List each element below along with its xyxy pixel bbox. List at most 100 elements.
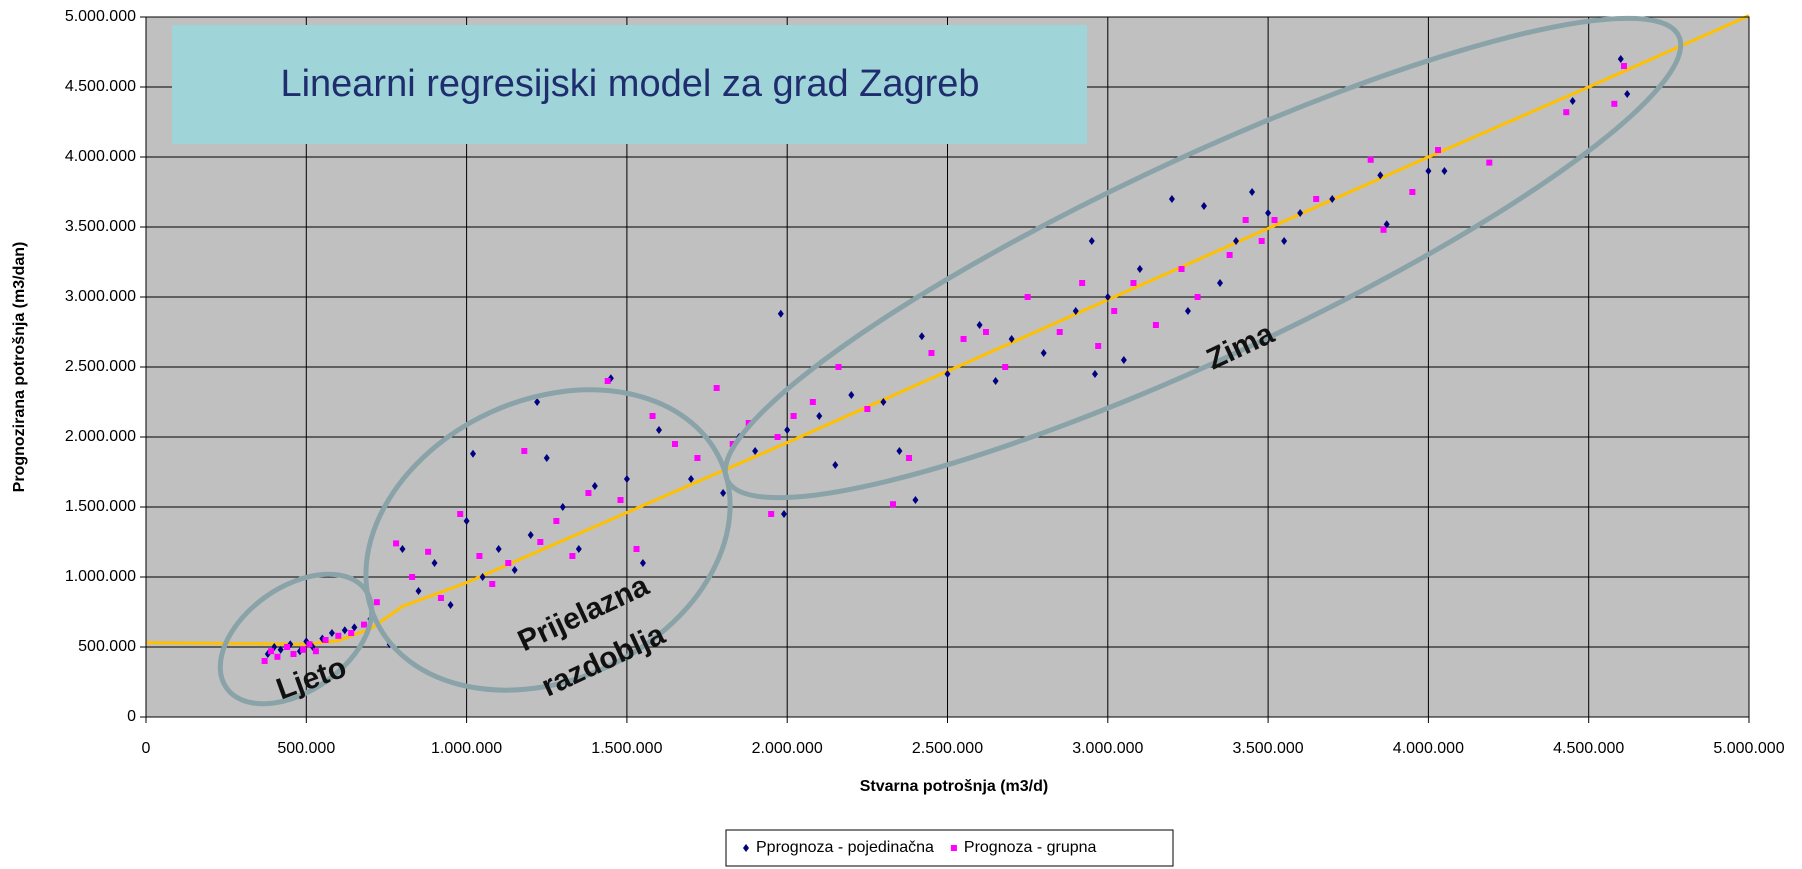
- point: [322, 637, 329, 643]
- point: [1184, 307, 1191, 315]
- point: [575, 545, 582, 553]
- x-tick-label: 4.000.000: [1393, 740, 1464, 757]
- point: [1441, 167, 1448, 175]
- point: [335, 632, 342, 639]
- point: [623, 475, 630, 483]
- point: [1329, 195, 1336, 203]
- point: [992, 377, 999, 385]
- point: [284, 644, 291, 650]
- point: [864, 406, 871, 412]
- point: [1178, 266, 1185, 272]
- point: [617, 497, 624, 503]
- point: [300, 646, 307, 653]
- point: [1072, 307, 1079, 315]
- point: [393, 540, 400, 547]
- point: [832, 461, 839, 469]
- point: [1265, 209, 1272, 217]
- point: [720, 489, 727, 497]
- point: [649, 413, 656, 419]
- point: [1486, 159, 1493, 166]
- point: [341, 626, 348, 635]
- point: [306, 641, 313, 648]
- point: [431, 559, 438, 567]
- point: [976, 321, 983, 329]
- x-tick-label: 0: [142, 740, 151, 757]
- point: [880, 398, 887, 406]
- point: [277, 645, 284, 654]
- point: [639, 559, 646, 567]
- x-tick-label: 1.500.000: [591, 740, 662, 757]
- point: [1367, 156, 1374, 163]
- point: [1620, 63, 1627, 69]
- point: [1569, 97, 1576, 105]
- point: [688, 475, 695, 483]
- point: [1435, 147, 1442, 153]
- title-box: [172, 25, 1087, 144]
- point: [1024, 294, 1031, 300]
- point: [1242, 217, 1249, 223]
- point: [1194, 294, 1201, 300]
- point: [505, 560, 512, 566]
- point: [1617, 55, 1624, 63]
- point: [633, 546, 640, 552]
- point: [1130, 280, 1137, 286]
- point: [835, 364, 842, 370]
- point: [425, 548, 432, 555]
- point: [463, 517, 470, 525]
- y-tick-label: 0: [127, 708, 136, 725]
- point: [768, 511, 775, 517]
- point: [1088, 237, 1095, 245]
- point: [1040, 349, 1047, 357]
- point: [1624, 90, 1631, 98]
- point: [1425, 167, 1432, 175]
- y-tick-label: 3.000.000: [65, 288, 136, 305]
- point: [713, 385, 720, 391]
- point: [559, 503, 566, 511]
- point: [889, 501, 896, 508]
- point: [655, 426, 662, 434]
- trend: [145, 14, 1750, 646]
- y-tick-label: 500.000: [78, 638, 136, 655]
- point: [1079, 280, 1086, 286]
- point: [1168, 195, 1175, 203]
- point: [348, 630, 355, 636]
- point: [1313, 196, 1320, 202]
- point: [1002, 364, 1009, 370]
- x-tick-label: 4.500.000: [1553, 740, 1624, 757]
- point: [1217, 279, 1224, 287]
- point: [585, 490, 592, 496]
- point: [415, 587, 422, 595]
- point: [1383, 220, 1390, 229]
- chart-title: Linearni regresijski model za grad Zagre…: [280, 63, 979, 105]
- point: [784, 426, 791, 434]
- legend-box: [725, 829, 1174, 867]
- point: [476, 553, 483, 559]
- point: [928, 350, 935, 356]
- point: [1120, 356, 1127, 364]
- point: [1200, 202, 1207, 210]
- point: [780, 510, 787, 518]
- point: [447, 601, 454, 609]
- ellipse: [363, 387, 733, 693]
- point: [470, 449, 477, 458]
- point: [982, 329, 989, 335]
- point: [848, 391, 855, 399]
- legend-label: Pprognoza - pojedinačna: [756, 839, 934, 856]
- point: [1258, 238, 1265, 244]
- point: [261, 658, 268, 664]
- point: [912, 496, 919, 504]
- point: [312, 648, 319, 655]
- point: [527, 531, 534, 539]
- point: [569, 553, 576, 559]
- y-tick-label: 3.500.000: [65, 218, 136, 235]
- y-tick-label: 2.000.000: [65, 428, 136, 445]
- x-tick-label: 1.000.000: [431, 740, 502, 757]
- point: [944, 370, 951, 378]
- y-tick-label: 4.000.000: [65, 148, 136, 165]
- point: [774, 434, 781, 440]
- point: [373, 599, 380, 606]
- point: [399, 545, 406, 553]
- x-tick-label: 3.500.000: [1233, 740, 1304, 757]
- y-tick-label: 1.000.000: [65, 568, 136, 585]
